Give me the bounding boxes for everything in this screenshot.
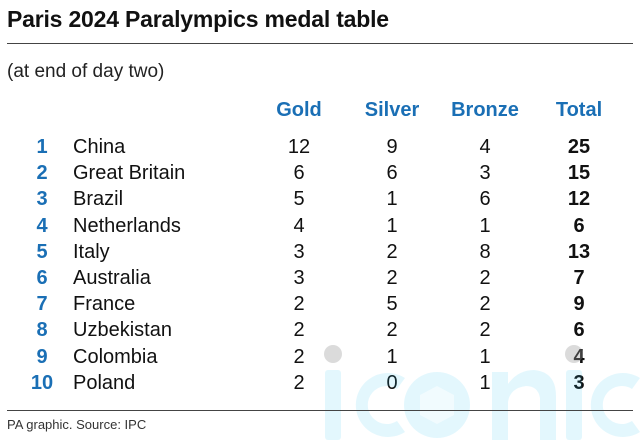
total-count: 12 xyxy=(567,188,591,211)
table-row: 6 Australia 3 2 2 7 xyxy=(0,267,640,293)
bronze-count: 2 xyxy=(479,293,491,316)
total-count: 3 xyxy=(573,371,585,394)
bronze-count: 1 xyxy=(479,345,491,368)
rank-number: 5 xyxy=(36,240,48,263)
gold-count: 4 xyxy=(293,214,305,237)
silver-count: 9 xyxy=(386,136,398,158)
table-row: 5 Italy 3 2 8 13 xyxy=(0,241,640,267)
gold-count: 2 xyxy=(293,371,305,394)
column-header-total: Total xyxy=(555,99,603,121)
chart-subtitle: (at end of day two) xyxy=(7,61,165,82)
table-row: 9 Colombia 2 1 1 4 xyxy=(0,346,640,372)
gold-count: 2 xyxy=(293,319,305,342)
country-name: Netherlands xyxy=(73,214,181,237)
gold-count: 2 xyxy=(293,345,305,368)
gold-count: 3 xyxy=(293,267,305,289)
silver-count: 0 xyxy=(386,371,398,394)
chart-title: Paris 2024 Paralympics medal table xyxy=(7,6,389,32)
column-header-silver: Silver xyxy=(364,99,420,121)
country-name: Italy xyxy=(73,240,110,263)
rank-number: 9 xyxy=(36,345,48,368)
silver-count: 1 xyxy=(386,188,398,211)
bronze-count: 4 xyxy=(479,136,491,158)
table-row: 2 Great Britain 6 6 3 15 xyxy=(0,162,640,188)
silver-count: 2 xyxy=(386,267,398,289)
table-row: 7 France 2 5 2 9 xyxy=(0,293,640,319)
rank-number: 10 xyxy=(30,371,54,394)
gold-count: 5 xyxy=(293,188,305,211)
rank-number: 8 xyxy=(36,319,48,342)
total-count: 25 xyxy=(567,136,591,158)
country-name: Poland xyxy=(73,371,136,394)
total-count: 7 xyxy=(573,267,585,289)
bronze-count: 3 xyxy=(479,162,491,185)
silver-count: 6 xyxy=(386,162,398,185)
silver-count: 2 xyxy=(386,240,398,263)
column-header-gold: Gold xyxy=(276,99,322,121)
country-name: Brazil xyxy=(73,188,124,211)
bronze-count: 1 xyxy=(479,371,491,394)
rank-number: 2 xyxy=(36,162,48,185)
silver-count: 5 xyxy=(386,293,398,316)
total-count: 6 xyxy=(573,319,585,342)
silver-count: 1 xyxy=(386,345,398,368)
bronze-count: 2 xyxy=(479,267,491,289)
bronze-count: 1 xyxy=(479,214,491,237)
table-row: 10 Poland 2 0 1 3 xyxy=(0,372,640,398)
country-name: France xyxy=(73,293,136,316)
table-row: 4 Netherlands 4 1 1 6 xyxy=(0,215,640,241)
table-row: 3 Brazil 5 1 6 12 xyxy=(0,188,640,214)
rank-number: 6 xyxy=(36,267,48,289)
total-count: 9 xyxy=(573,293,585,316)
gold-count: 12 xyxy=(287,136,311,158)
top-divider xyxy=(7,43,633,44)
gold-count: 6 xyxy=(293,162,305,185)
column-header-bronze: Bronze xyxy=(451,99,519,121)
country-name: Australia xyxy=(73,267,151,289)
total-count: 15 xyxy=(567,162,591,185)
bronze-count: 2 xyxy=(479,319,491,342)
country-name: Colombia xyxy=(73,345,158,368)
country-name: Uzbekistan xyxy=(73,319,172,342)
gold-count: 3 xyxy=(293,240,305,263)
table-row: 1 China 12 9 4 25 xyxy=(0,136,640,162)
source-note: PA graphic. Source: IPC xyxy=(7,417,147,432)
bronze-count: 6 xyxy=(479,188,491,211)
silver-count: 2 xyxy=(386,319,398,342)
rank-number: 1 xyxy=(36,136,48,158)
rank-number: 4 xyxy=(36,214,48,237)
total-count: 6 xyxy=(573,214,585,237)
gold-count: 2 xyxy=(293,293,305,316)
total-count: 4 xyxy=(573,345,585,368)
rank-number: 3 xyxy=(36,188,48,211)
bottom-divider xyxy=(7,410,633,411)
rank-number: 7 xyxy=(36,293,48,316)
table-row: 8 Uzbekistan 2 2 2 6 xyxy=(0,319,640,345)
bronze-count: 8 xyxy=(479,240,491,263)
country-name: China xyxy=(73,136,126,158)
total-count: 13 xyxy=(567,240,591,263)
silver-count: 1 xyxy=(386,214,398,237)
country-name: Great Britain xyxy=(73,162,186,185)
